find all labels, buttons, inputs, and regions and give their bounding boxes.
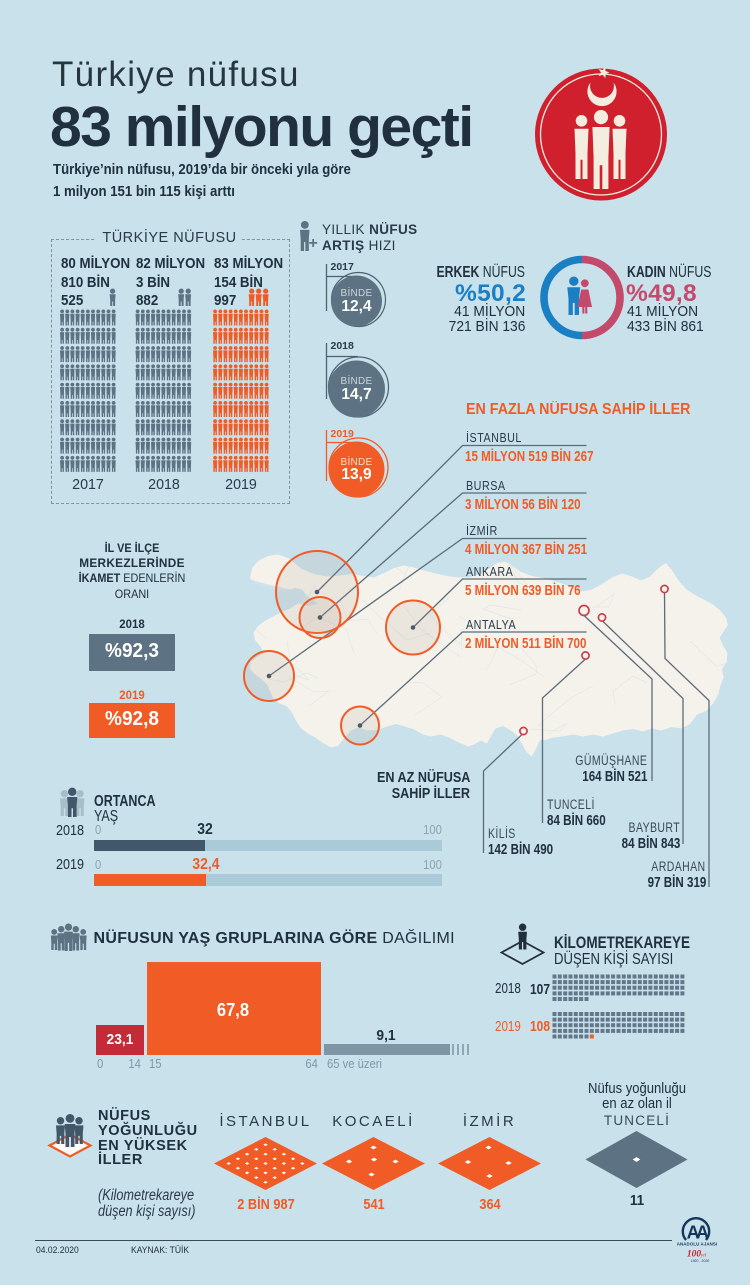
svg-text:1920 - 2020: 1920 - 2020 bbox=[691, 1259, 710, 1263]
svg-text:100: 100 bbox=[687, 1250, 702, 1260]
svg-text:ANADOLU AJANSI: ANADOLU AJANSI bbox=[677, 1242, 718, 1247]
svg-text:yıl: yıl bbox=[700, 1254, 707, 1259]
